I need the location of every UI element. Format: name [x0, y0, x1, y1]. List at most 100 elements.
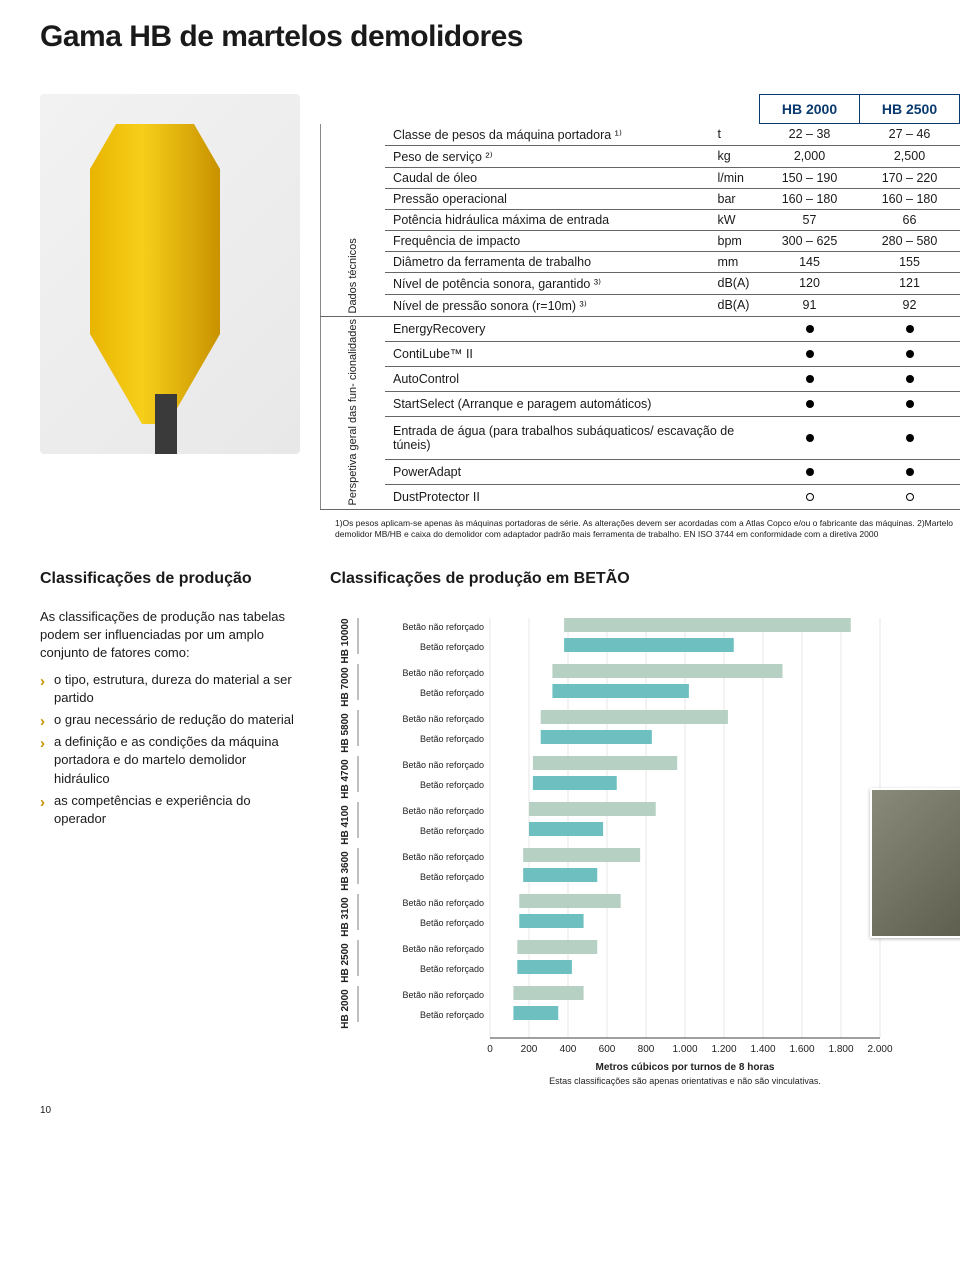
svg-text:HB 4700: HB 4700	[340, 759, 351, 799]
svg-text:1.000: 1.000	[672, 1044, 697, 1055]
svg-text:Betão reforçado: Betão reforçado	[420, 780, 484, 790]
spec-value: 66	[860, 209, 960, 230]
spec-value: 150 – 190	[760, 167, 860, 188]
svg-text:Betão não reforçado: Betão não reforçado	[402, 714, 484, 724]
spec-unit: kg	[710, 145, 760, 167]
spec-value: 280 – 580	[860, 230, 960, 251]
model-header-2: HB 2500	[860, 95, 960, 124]
spec-label: Classe de pesos da máquina portadora ¹⁾	[385, 124, 710, 146]
feat-value	[760, 484, 860, 509]
spec-table: HB 2000 HB 2500 Dados técnicosClasse de …	[320, 94, 960, 510]
svg-text:Betão reforçado: Betão reforçado	[420, 734, 484, 744]
spec-unit: bpm	[710, 230, 760, 251]
production-chart: 02004006008001.0001.2001.4001.6001.8002.…	[330, 608, 910, 1098]
spec-label: Nível de potência sonora, garantido ³⁾	[385, 272, 710, 294]
spec-value: 22 – 38	[760, 124, 860, 146]
feat-value	[860, 484, 960, 509]
blank-header	[321, 95, 386, 124]
spec-value: 2,000	[760, 145, 860, 167]
svg-text:Betão não reforçado: Betão não reforçado	[402, 806, 484, 816]
list-item: as competências e experiência do operado…	[40, 792, 300, 828]
list-item: a definição e as condições da máquina po…	[40, 733, 300, 788]
feat-value	[860, 341, 960, 366]
svg-text:1.800: 1.800	[828, 1044, 853, 1055]
svg-text:Betão reforçado: Betão reforçado	[420, 1010, 484, 1020]
svg-text:Betão não reforçado: Betão não reforçado	[402, 622, 484, 632]
svg-text:Betão reforçado: Betão reforçado	[420, 872, 484, 882]
spec-label: Peso de serviço ²⁾	[385, 145, 710, 167]
feat-value	[760, 459, 860, 484]
spec-label: Pressão operacional	[385, 188, 710, 209]
feat-value	[760, 316, 860, 341]
spec-label: Diâmetro da ferramenta de trabalho	[385, 251, 710, 272]
side-label-tech: Dados técnicos	[321, 124, 386, 317]
spec-value: 300 – 625	[760, 230, 860, 251]
chart-column: Classificações de produção em BETÃO 0 200…	[330, 570, 960, 1098]
page-title: Gama HB de martelos demolidores	[40, 20, 960, 54]
feat-value	[860, 366, 960, 391]
svg-text:Betão não reforçado: Betão não reforçado	[402, 668, 484, 678]
feat-value	[860, 392, 960, 417]
svg-text:HB 7000: HB 7000	[340, 667, 351, 707]
svg-text:400: 400	[560, 1044, 577, 1055]
blank-header	[385, 95, 710, 124]
model-header-1: HB 2000	[760, 95, 860, 124]
feat-value	[760, 417, 860, 459]
spec-value: 91	[760, 294, 860, 316]
svg-text:600: 600	[599, 1044, 616, 1055]
spec-unit: dB(A)	[710, 294, 760, 316]
spec-value: 120	[760, 272, 860, 294]
intro-text: As classificações de produção nas tabela…	[40, 608, 300, 663]
spec-value: 155	[860, 251, 960, 272]
spec-value: 160 – 180	[860, 188, 960, 209]
svg-text:Betão não reforçado: Betão não reforçado	[402, 944, 484, 954]
svg-text:Betão reforçado: Betão reforçado	[420, 826, 484, 836]
feat-value	[760, 366, 860, 391]
feat-label: EnergyRecovery	[385, 316, 760, 341]
svg-text:1.400: 1.400	[750, 1044, 775, 1055]
spec-value: 57	[760, 209, 860, 230]
feat-label: ContiLube™ II	[385, 341, 760, 366]
chart-photo	[870, 788, 960, 938]
bullet-list: o tipo, estrutura, dureza do material a …	[40, 671, 300, 829]
list-item: o tipo, estrutura, dureza do material a …	[40, 671, 300, 707]
left-column: Classificações de produção As classifica…	[40, 570, 300, 832]
spec-unit: l/min	[710, 167, 760, 188]
feat-value	[760, 392, 860, 417]
svg-text:1.200: 1.200	[711, 1044, 736, 1055]
spec-label: Potência hidráulica máxima de entrada	[385, 209, 710, 230]
svg-text:Estas classificações são apena: Estas classificações são apenas orientat…	[549, 1076, 821, 1086]
svg-text:Betão não reforçado: Betão não reforçado	[402, 898, 484, 908]
spec-value: 145	[760, 251, 860, 272]
product-image	[40, 94, 300, 454]
svg-text:800: 800	[638, 1044, 655, 1055]
feat-label: StartSelect (Arranque e paragem automáti…	[385, 392, 760, 417]
spec-value: 121	[860, 272, 960, 294]
footnotes: 1)Os pesos aplicam-se apenas às máquinas…	[335, 518, 960, 540]
feat-value	[760, 341, 860, 366]
spec-label: Caudal de óleo	[385, 167, 710, 188]
svg-text:Betão reforçado: Betão reforçado	[420, 642, 484, 652]
svg-text:HB 10000: HB 10000	[340, 618, 351, 663]
feat-value	[860, 459, 960, 484]
blank-header	[710, 95, 760, 124]
svg-text:HB 4100: HB 4100	[340, 805, 351, 845]
spec-unit: kW	[710, 209, 760, 230]
section-heading: Classificações de produção	[40, 570, 300, 588]
svg-text:Betão reforçado: Betão reforçado	[420, 688, 484, 698]
svg-text:2.000: 2.000	[867, 1044, 892, 1055]
chart-title: Classificações de produção em BETÃO	[330, 570, 960, 588]
svg-text:Metros cúbicos por turnos de 8: Metros cúbicos por turnos de 8 horas	[596, 1062, 775, 1073]
feat-label: Entrada de água (para trabalhos subáquat…	[385, 417, 760, 459]
feat-label: PowerAdapt	[385, 459, 760, 484]
feat-label: AutoControl	[385, 366, 760, 391]
side-label-feat: Perspetiva geral das fun- cionalidades	[321, 316, 386, 510]
feat-value	[860, 417, 960, 459]
svg-text:0: 0	[487, 1044, 493, 1055]
spec-unit: t	[710, 124, 760, 146]
svg-text:HB 5800: HB 5800	[340, 713, 351, 753]
svg-text:HB 2000: HB 2000	[340, 989, 351, 1029]
spec-value: 27 – 46	[860, 124, 960, 146]
spec-unit: mm	[710, 251, 760, 272]
svg-text:200: 200	[521, 1044, 538, 1055]
